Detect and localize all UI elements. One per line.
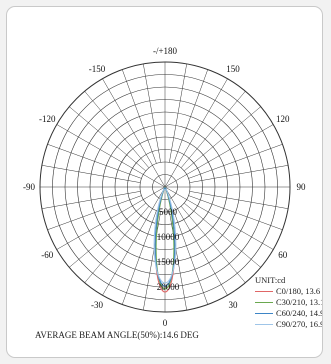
grid-spoke	[164, 78, 228, 188]
angle-label: 120	[276, 114, 290, 124]
grid-spoke	[189, 165, 289, 183]
grid-spoke	[102, 186, 166, 296]
beam-angle-label: AVERAGE BEAM ANGLE(50%):14.6 DEG	[35, 330, 199, 340]
grid-spoke	[183, 202, 261, 268]
legend-label: C60/240, 14.9	[276, 308, 323, 318]
grid-spoke	[47, 144, 142, 179]
angle-label: -120	[39, 114, 56, 124]
grid-spoke	[189, 191, 289, 209]
grid-spoke	[188, 195, 283, 230]
radial-tick-label: 15000	[157, 257, 180, 267]
radial-tick-label: 5000	[159, 207, 178, 217]
radial-tick-label: 20000	[157, 282, 180, 292]
grid-spoke	[69, 106, 147, 172]
legend-swatch	[255, 313, 273, 314]
legend-item: C30/210, 13.1	[255, 297, 323, 308]
grid-spoke	[169, 211, 187, 311]
grid-spoke	[164, 186, 274, 250]
angle-label: 150	[226, 64, 240, 74]
legend-item: C90/270, 16.9	[255, 319, 323, 330]
legend: UNIT:cd C0/180, 13.6 C30/210, 13.1 C60/2…	[255, 275, 323, 330]
legend-label: C0/180, 13.6	[276, 286, 321, 296]
grid-spoke	[122, 210, 157, 305]
grid-spoke	[143, 211, 161, 311]
grid-spoke	[164, 124, 274, 188]
radial-tick-label: 10000	[157, 232, 180, 242]
grid-spoke	[164, 186, 228, 296]
grid-spoke	[84, 91, 150, 169]
grid-spoke	[180, 205, 246, 283]
grid-spoke	[173, 210, 208, 305]
angle-label: -60	[41, 250, 53, 260]
grid-spoke	[56, 124, 166, 188]
angle-label: 60	[278, 250, 288, 260]
grid-spoke	[169, 63, 187, 163]
grid-spoke	[41, 165, 141, 183]
legend-swatch	[255, 324, 273, 325]
grid-spoke	[41, 191, 141, 209]
grid-spoke	[102, 78, 166, 188]
grid-spoke	[84, 205, 150, 283]
grid-spoke	[183, 106, 261, 172]
angle-label: 0	[163, 318, 168, 328]
angle-label: 90	[297, 182, 307, 192]
angle-label: -90	[23, 182, 35, 192]
grid-spoke	[188, 144, 283, 179]
grid-spoke	[56, 186, 166, 250]
chart-card: 5000 10000 15000 20000 0 30 60 90 120 150 -/+180 -1…	[6, 6, 323, 358]
angle-label: -/+180	[153, 46, 178, 56]
unit-label: UNIT:cd	[255, 275, 286, 285]
legend-label: C90/270, 16.9	[276, 319, 323, 329]
grid-spoke	[173, 69, 208, 164]
legend-swatch	[255, 302, 273, 303]
legend-label: C30/210, 13.1	[276, 297, 323, 307]
legend-item: C60/240, 14.9	[255, 308, 323, 319]
polar-chart: 5000 10000 15000 20000 0 30 60 90 120 150 -/+180 -1…	[23, 46, 307, 328]
grid-spoke	[122, 69, 157, 164]
angle-label: -30	[91, 300, 103, 310]
grid-spoke	[69, 202, 147, 268]
grid-spoke	[180, 91, 246, 169]
series-lobe	[153, 189, 177, 284]
angle-label: -150	[89, 64, 106, 74]
legend-item: C0/180, 13.6	[255, 286, 322, 297]
grid-spoke	[47, 195, 142, 230]
angle-label: 30	[229, 300, 239, 310]
legend-swatch	[255, 291, 273, 292]
grid-spoke	[143, 63, 161, 163]
